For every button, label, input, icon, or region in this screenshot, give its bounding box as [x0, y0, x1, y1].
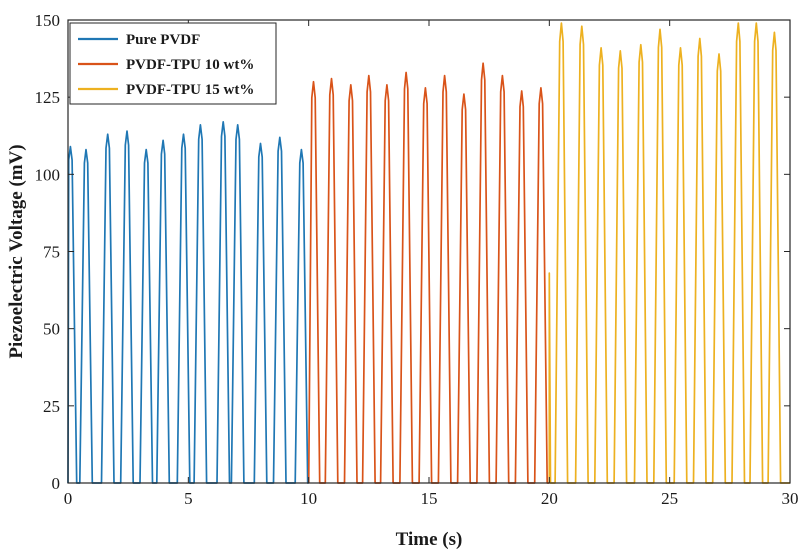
x-axis-title: Time (s)	[396, 529, 463, 550]
legend-label: Pure PVDF	[126, 32, 200, 48]
legend-label: PVDF-TPU 10 wt%	[126, 57, 254, 73]
legend-label: PVDF-TPU 15 wt%	[126, 82, 254, 98]
x-tick-label: 30	[782, 489, 799, 508]
x-tick-label: 25	[661, 489, 678, 508]
x-tick-label: 0	[64, 489, 73, 508]
x-tick-label: 5	[184, 489, 193, 508]
y-tick-label: 75	[43, 243, 60, 262]
y-tick-label: 25	[43, 397, 60, 416]
legend: Pure PVDF PVDF-TPU 10 wt% PVDF-TPU 15 wt%	[69, 22, 277, 105]
y-axis: 0 25 50 75 100 125 150	[35, 11, 790, 493]
y-axis-title: Piezoelectric Voltage (mV)	[6, 144, 27, 358]
y-tick-label: 50	[43, 320, 60, 339]
x-axis: 0 5 10 15 20 25 30	[64, 20, 799, 508]
y-tick-label: 100	[35, 165, 61, 184]
y-tick-label: 125	[35, 88, 61, 107]
y-tick-label: 0	[52, 474, 61, 493]
x-tick-label: 15	[421, 489, 438, 508]
x-tick-label: 20	[541, 489, 558, 508]
y-tick-label: 150	[35, 11, 61, 30]
x-tick-label: 10	[300, 489, 317, 508]
